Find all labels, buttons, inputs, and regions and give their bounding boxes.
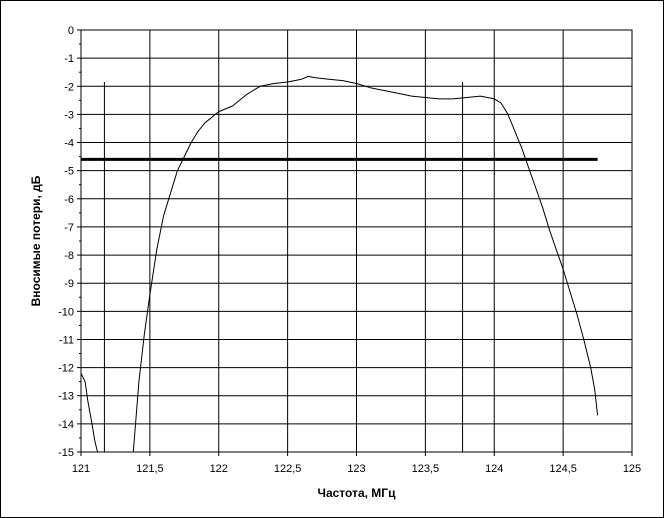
x-tick-label: 125: [623, 463, 641, 475]
x-tick-label: 122,5: [274, 463, 302, 475]
y-tick-label: -14: [58, 419, 74, 431]
x-tick-labels: 121 121,5 122 122,5 123 123,5 124 124,5 125: [72, 463, 641, 475]
y-tick-label: -12: [58, 363, 74, 375]
x-tick-label: 121,5: [136, 463, 164, 475]
x-tick-label: 124: [485, 463, 503, 475]
x-tick-label: 123: [347, 463, 365, 475]
y-tick-label: -3: [64, 109, 74, 121]
y-tick-label: -1: [64, 53, 74, 65]
x-tick-label: 122: [210, 463, 228, 475]
y-tick-label: -5: [64, 166, 74, 178]
response-curve: [132, 75, 599, 453]
y-tick-label: -7: [64, 222, 74, 234]
y-axis-title: Вносимые потери, дБ: [29, 175, 43, 306]
y-tick-label: 0: [68, 25, 74, 37]
response-curve: [80, 372, 98, 453]
y-tick-label: -15: [58, 447, 74, 459]
x-tick-label: 123,5: [412, 463, 440, 475]
y-tick-label: -11: [59, 334, 74, 346]
y-tick-label: -13: [58, 391, 74, 403]
x-tick-label: 124,5: [549, 463, 577, 475]
y-tick-label: -9: [64, 278, 74, 290]
y-tick-label: -6: [64, 194, 74, 206]
y-tick-label: -4: [64, 138, 74, 150]
y-tick-label: -10: [58, 306, 74, 318]
x-tick-label: 121: [72, 463, 90, 475]
y-tick-label: -2: [64, 81, 74, 93]
x-axis-title: Частота, МГц: [318, 486, 397, 500]
data-series: [80, 75, 599, 453]
y-tick-labels: 0 -1 -2 -3 -4 -5 -6 -7 -8 -9 -10 -11 -12 -13 -14 -15: [58, 25, 74, 459]
y-tick-label: -8: [64, 250, 74, 262]
grid: [77, 29, 633, 456]
